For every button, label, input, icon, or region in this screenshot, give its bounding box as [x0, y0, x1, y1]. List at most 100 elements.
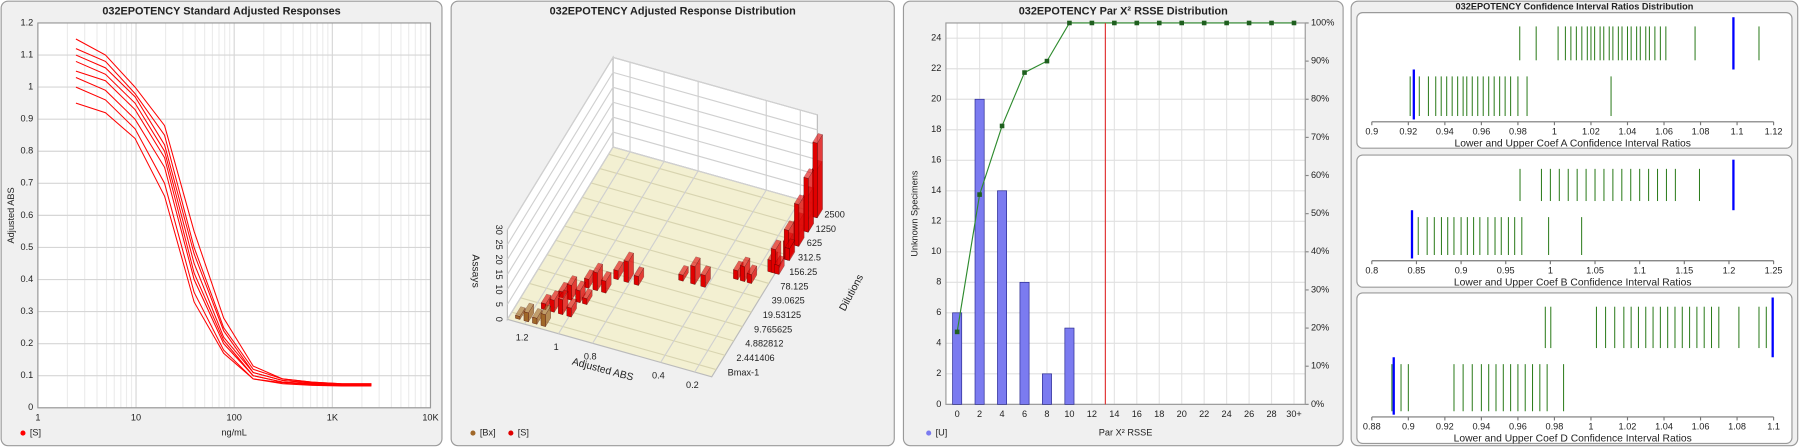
line-marker — [1022, 70, 1027, 75]
y-tick-label: 10 — [931, 246, 941, 256]
sub-panel — [1356, 154, 1793, 288]
grid-line — [506, 86, 818, 260]
grid-line — [506, 101, 818, 275]
y-tick-label: 16 — [931, 155, 941, 165]
x-tick-label: 1.1 — [1731, 127, 1744, 137]
x-axis-label: Par X² RSSE — [1099, 427, 1153, 437]
x-tick-label: 1.25 — [1765, 266, 1783, 276]
x-tick-label: 1.04 — [1655, 422, 1673, 432]
y-tick-label: 0.1 — [21, 370, 34, 380]
bar-top — [746, 264, 758, 275]
line-marker — [999, 123, 1005, 129]
x-tick-label: 1.1 — [1633, 266, 1646, 276]
legend-swatch — [926, 430, 932, 436]
dilution-label: 4.882812 — [745, 339, 783, 349]
x-tick-label: 0.92 — [1436, 422, 1454, 432]
x-tick-label: 0.94 — [1436, 127, 1454, 137]
y-tick-label: 22 — [931, 63, 941, 73]
bar — [558, 289, 569, 316]
x-tick-label: 0.98 — [1509, 127, 1527, 137]
x-tick-label: 0.9 — [1455, 266, 1468, 276]
x-tick-label: 0 — [955, 409, 960, 419]
x-tick-label: 0.9 — [1402, 422, 1415, 432]
x-tick-label: 0.8 — [1365, 266, 1378, 276]
y-tick-label: 0.8 — [21, 146, 34, 156]
x-tick-label: 1 — [35, 413, 40, 423]
x-axis-label: Lower and Upper Coef A Confidence Interv… — [1454, 138, 1690, 149]
legend-label: [S] — [30, 427, 41, 437]
bar — [794, 194, 805, 248]
x-axis-label: Lower and Upper Coef D Confidence Interv… — [1454, 434, 1692, 445]
line-marker — [1291, 20, 1297, 26]
bar — [623, 251, 634, 284]
bar-top — [623, 251, 634, 262]
x-tick-label: 1.05 — [1586, 266, 1604, 276]
line-marker — [1067, 20, 1072, 26]
x-tick-label: 6 — [1022, 409, 1027, 419]
x-tick-label: 1.12 — [1765, 127, 1783, 137]
y-tick-label: 8 — [936, 277, 941, 287]
dilution-label: 2500 — [824, 210, 844, 220]
dilution-label: 156.25 — [789, 267, 817, 277]
bar — [601, 271, 612, 294]
bar — [812, 133, 823, 219]
bar — [1042, 373, 1052, 405]
x-tick-label: 1.06 — [1655, 127, 1673, 137]
x-tick-label: 10K — [422, 413, 439, 423]
x-tick-label: 1.02 — [1619, 422, 1637, 432]
grid-line — [506, 56, 818, 231]
bar-front — [613, 269, 619, 280]
curve — [75, 86, 372, 386]
bar-top — [700, 265, 711, 276]
bar — [566, 298, 577, 318]
y-tick-label: 0.7 — [21, 178, 34, 188]
grid-line — [506, 131, 818, 305]
x-tick-label: 1.15 — [1675, 266, 1693, 276]
x-axis-label: Lower and Upper Coef B Confidence Interv… — [1454, 277, 1692, 288]
line-marker — [1201, 20, 1207, 26]
bar — [746, 264, 758, 285]
chart-title: 032EPOTENCY Confidence Interval Ratios D… — [1456, 1, 1694, 11]
bar — [633, 266, 645, 287]
y-tick-label: 0.6 — [21, 210, 34, 220]
legend-swatch — [20, 430, 26, 436]
x-tick-label: 18 — [1154, 409, 1164, 419]
bar-front — [601, 279, 607, 294]
grid-line — [506, 116, 818, 290]
y2-tick-label: 80% — [1311, 94, 1329, 104]
z-tick-label: 25 — [494, 240, 504, 250]
x-tick-label: 1.04 — [1619, 127, 1637, 137]
y-tick-label: 6 — [936, 307, 941, 317]
bar-top — [770, 239, 782, 250]
line-marker — [977, 192, 982, 197]
bar-front — [774, 264, 780, 275]
y2-tick-label: 50% — [1311, 208, 1329, 218]
floor-grid-line — [582, 196, 787, 256]
axes-frame — [37, 22, 432, 409]
y2-tick-label: 20% — [1311, 322, 1329, 332]
y-tick-label: 20 — [931, 94, 941, 104]
grid-line — [506, 146, 818, 320]
bar-top — [582, 288, 593, 299]
x-tick-label: 0.2 — [686, 380, 699, 390]
z-tick-label: 30 — [494, 225, 504, 235]
bar-front — [784, 247, 790, 261]
y-axis-label: Adjusted ABS — [6, 187, 16, 243]
y2-tick-label: 100% — [1311, 17, 1334, 27]
y-tick-label: 0 — [28, 402, 33, 412]
x-tick-label: 0.9 — [1365, 127, 1378, 137]
x-tick-label: 0.4 — [652, 371, 665, 381]
bar — [540, 304, 552, 328]
curve — [75, 60, 372, 385]
bar-top — [566, 275, 578, 286]
bar-front — [523, 311, 529, 323]
floor-grid-line — [608, 153, 814, 213]
bar — [515, 306, 526, 321]
x-tick-label: 1.2 — [516, 332, 529, 342]
bar-top — [812, 133, 823, 144]
x-tick-label: 10 — [1064, 409, 1074, 419]
bar-top — [803, 168, 814, 179]
bar-top — [690, 256, 701, 267]
bar — [784, 238, 796, 262]
bar — [774, 255, 785, 276]
